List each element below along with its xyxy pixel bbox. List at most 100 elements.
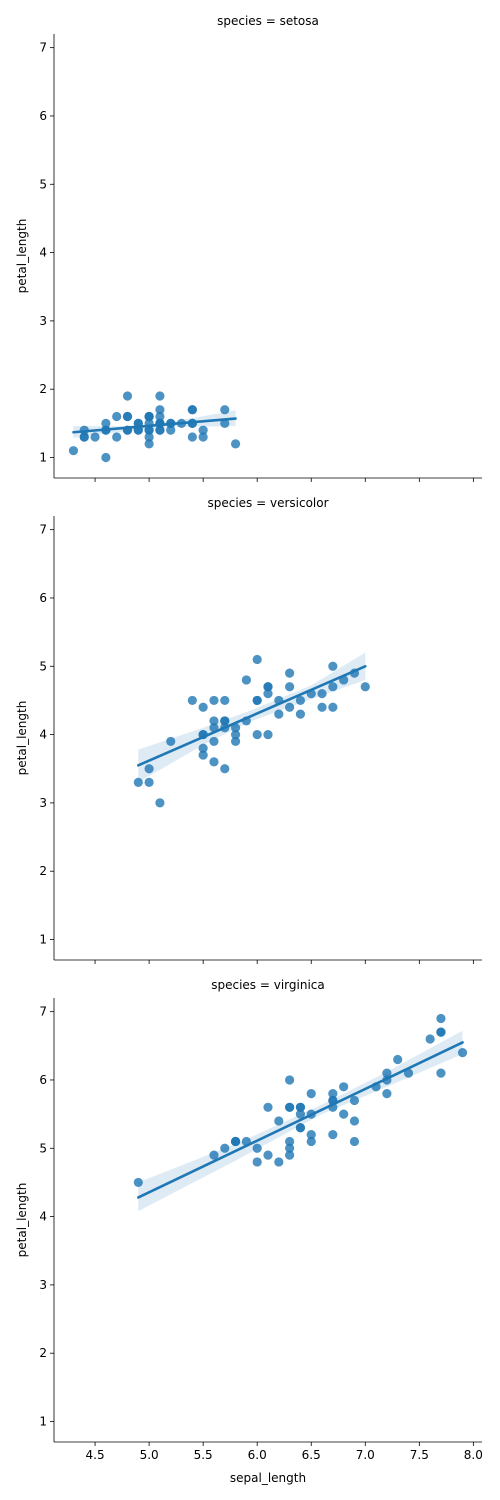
- data-point: [425, 1034, 435, 1044]
- data-point: [68, 446, 79, 456]
- confidence-band: [73, 410, 236, 438]
- data-point: [101, 452, 111, 463]
- data-point: [133, 1177, 143, 1188]
- regression-line: [137, 664, 367, 767]
- y-tick-label: 1: [39, 933, 47, 947]
- data-point: [349, 1095, 360, 1106]
- data-point: [230, 729, 241, 740]
- data-point: [144, 432, 154, 442]
- y-tick-label: 5: [39, 1141, 47, 1155]
- data-point: [295, 709, 306, 719]
- data-point: [328, 1130, 338, 1140]
- data-point: [263, 1102, 273, 1112]
- panel-title: species = versicolor: [207, 496, 328, 510]
- data-point: [209, 716, 219, 726]
- data-point: [198, 425, 208, 435]
- data-point: [144, 439, 154, 449]
- data-point: [230, 736, 241, 747]
- y-axis-label: petal_length: [15, 219, 29, 294]
- data-point: [144, 411, 154, 422]
- data-point: [252, 729, 262, 740]
- x-tick-label: 7.0: [356, 1448, 375, 1462]
- data-point: [144, 764, 154, 774]
- data-point: [252, 1157, 262, 1167]
- data-point: [90, 432, 100, 442]
- data-point: [285, 682, 295, 692]
- regression-line: [137, 1041, 464, 1199]
- data-point: [230, 723, 241, 733]
- data-point: [295, 695, 306, 706]
- data-point: [285, 1143, 295, 1153]
- data-point: [187, 695, 197, 706]
- data-point: [112, 411, 122, 422]
- y-tick-label: 7: [39, 1005, 47, 1019]
- data-point: [382, 1089, 392, 1099]
- y-tick-label: 4: [39, 1210, 47, 1224]
- data-point: [328, 682, 338, 692]
- data-point: [285, 702, 295, 712]
- data-point: [187, 432, 197, 442]
- data-point: [101, 418, 111, 428]
- data-point: [155, 798, 165, 808]
- y-tick-label: 3: [39, 1278, 47, 1292]
- data-point: [220, 764, 230, 774]
- facet-panel-2: species = virginica 1 2 3 4 5 6 7 4.5 5.0 5.5 6.0 6.…: [15, 978, 483, 1462]
- data-point: [436, 1013, 446, 1024]
- data-point: [295, 1109, 306, 1119]
- data-point: [263, 682, 273, 692]
- x-tick-label: 5.0: [140, 1448, 159, 1462]
- data-point: [263, 729, 273, 740]
- data-point: [112, 432, 122, 442]
- data-point: [393, 1054, 403, 1065]
- data-point: [144, 777, 154, 788]
- data-point: [241, 675, 251, 685]
- data-point: [295, 1123, 306, 1133]
- y-tick-label: 6: [39, 1073, 47, 1087]
- x-axis-label: sepal_length: [230, 1471, 306, 1485]
- data-point: [220, 418, 230, 428]
- x-tick-label: 8.0: [464, 1448, 483, 1462]
- data-point: [382, 1068, 392, 1078]
- data-point: [263, 1150, 273, 1160]
- y-tick-label: 4: [39, 246, 47, 260]
- panel-title: species = setosa: [217, 14, 319, 28]
- data-point: [328, 1089, 338, 1099]
- data-point: [220, 695, 230, 706]
- data-point: [306, 1130, 316, 1140]
- y-tick-label: 3: [39, 314, 47, 328]
- data-point: [220, 716, 230, 726]
- data-point: [122, 411, 133, 422]
- data-point: [230, 439, 241, 449]
- data-point: [209, 695, 219, 706]
- regression-line: [72, 417, 237, 434]
- data-point: [274, 1116, 284, 1126]
- data-point: [155, 391, 165, 401]
- data-point: [220, 405, 230, 415]
- data-point: [155, 405, 165, 415]
- data-point: [155, 411, 165, 422]
- y-tick-label: 2: [39, 864, 47, 878]
- data-point: [436, 1068, 446, 1078]
- data-point: [328, 702, 338, 712]
- x-tick-label: 6.0: [248, 1448, 267, 1462]
- y-tick-label: 5: [39, 177, 47, 191]
- data-point: [144, 425, 154, 435]
- data-point: [198, 702, 208, 712]
- y-tick-label: 1: [39, 1415, 47, 1429]
- data-point: [209, 757, 219, 767]
- data-point: [166, 425, 176, 435]
- data-point: [306, 1089, 316, 1099]
- data-point: [198, 432, 208, 442]
- data-point: [349, 1136, 360, 1147]
- data-point: [220, 1143, 230, 1153]
- x-tick-label: 7.5: [410, 1448, 429, 1462]
- data-point: [317, 702, 327, 712]
- y-axis-label: petal_length: [15, 701, 29, 776]
- y-tick-label: 6: [39, 109, 47, 123]
- data-point: [274, 709, 284, 719]
- data-point: [457, 1048, 468, 1058]
- y-tick-label: 2: [39, 382, 47, 396]
- data-point: [328, 661, 338, 671]
- data-point: [339, 1109, 349, 1119]
